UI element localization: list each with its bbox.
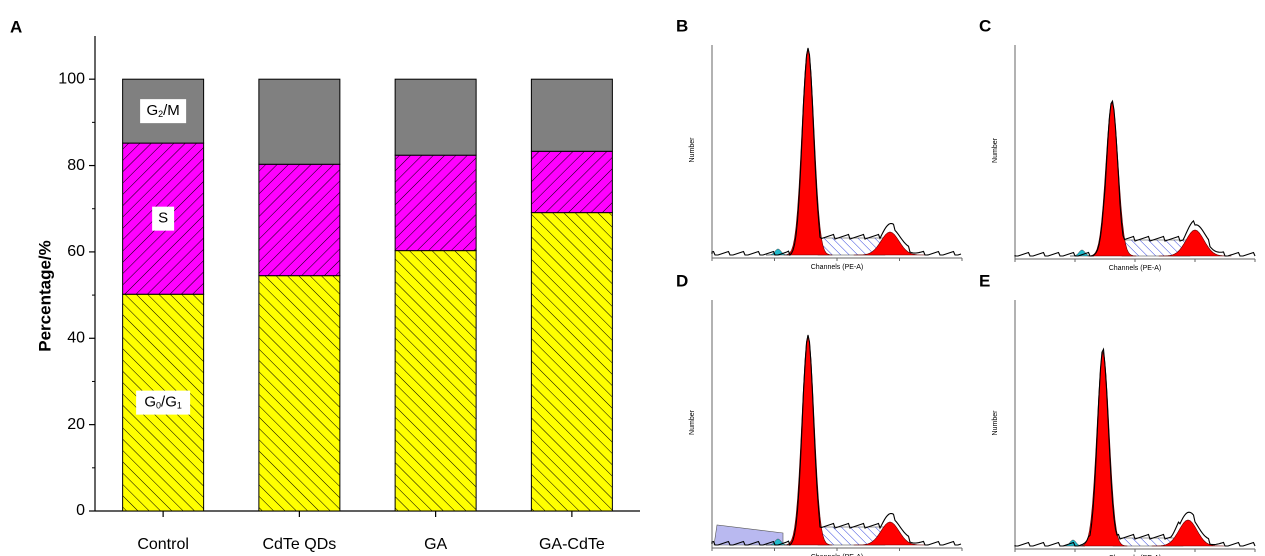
g2-peak bbox=[1158, 229, 1232, 257]
sub-g1 bbox=[765, 248, 791, 256]
panel-letter: B bbox=[676, 16, 688, 35]
y-tick-label: 20 bbox=[67, 416, 85, 433]
label-box bbox=[152, 206, 175, 231]
bar-segment bbox=[530, 150, 613, 214]
bar-segment bbox=[258, 78, 341, 165]
hist-y-label: Number bbox=[689, 409, 696, 435]
hist-y-label: Number bbox=[992, 137, 999, 163]
histogram-outline bbox=[711, 47, 962, 257]
bar-segment bbox=[258, 275, 341, 512]
histogram-outline bbox=[711, 334, 962, 547]
bar-segment bbox=[530, 78, 613, 152]
x-tick-label: Control bbox=[137, 536, 189, 553]
panel-letter: C bbox=[979, 16, 991, 35]
g1-peak bbox=[1078, 351, 1128, 547]
bar-segment bbox=[530, 212, 613, 512]
label-box bbox=[140, 99, 187, 124]
panel-letter: A bbox=[10, 17, 22, 36]
hist-x-label: Channels (PE-A) bbox=[1109, 265, 1162, 272]
g1-peak bbox=[783, 47, 833, 256]
label-box bbox=[136, 390, 191, 415]
g2-peak bbox=[853, 231, 927, 256]
series-label: G0/G1 bbox=[144, 394, 182, 411]
x-tick-label: GA-CdTe bbox=[539, 536, 605, 553]
y-tick-label: 0 bbox=[76, 502, 85, 519]
hist-x-label: Channels (PE-A) bbox=[811, 554, 864, 556]
y-tick-label: 80 bbox=[67, 157, 85, 174]
sub-g1 bbox=[765, 538, 791, 546]
y-tick-label: 100 bbox=[58, 70, 85, 87]
y-tick-label: 40 bbox=[67, 329, 85, 346]
panel-letter: E bbox=[979, 271, 990, 290]
x-tick-label: CdTe QDs bbox=[262, 536, 336, 553]
hist-x-label: Channels (PE-A) bbox=[811, 264, 864, 271]
hist-y-label: Number bbox=[992, 410, 999, 436]
g2-peak bbox=[853, 521, 927, 546]
bar-segment bbox=[394, 250, 477, 512]
series-label: S bbox=[158, 210, 168, 227]
g2-peak bbox=[1151, 519, 1225, 547]
panel-letter: D bbox=[676, 271, 688, 290]
y-tick-label: 60 bbox=[67, 243, 85, 260]
hist-x-label: Channels (PE-A) bbox=[1109, 555, 1162, 556]
histogram-outline bbox=[1014, 99, 1256, 257]
y-axis-label: Percentage/% bbox=[35, 240, 54, 352]
hist-y-label: Number bbox=[689, 137, 696, 163]
histogram-outline bbox=[1014, 347, 1256, 547]
g1-peak bbox=[783, 334, 833, 546]
bar-segment bbox=[394, 154, 477, 252]
bar-segment bbox=[258, 163, 341, 277]
series-label: G2/M bbox=[146, 102, 179, 119]
bar-segment bbox=[394, 78, 477, 156]
x-tick-label: GA bbox=[424, 536, 447, 553]
g1-peak bbox=[1087, 101, 1137, 257]
